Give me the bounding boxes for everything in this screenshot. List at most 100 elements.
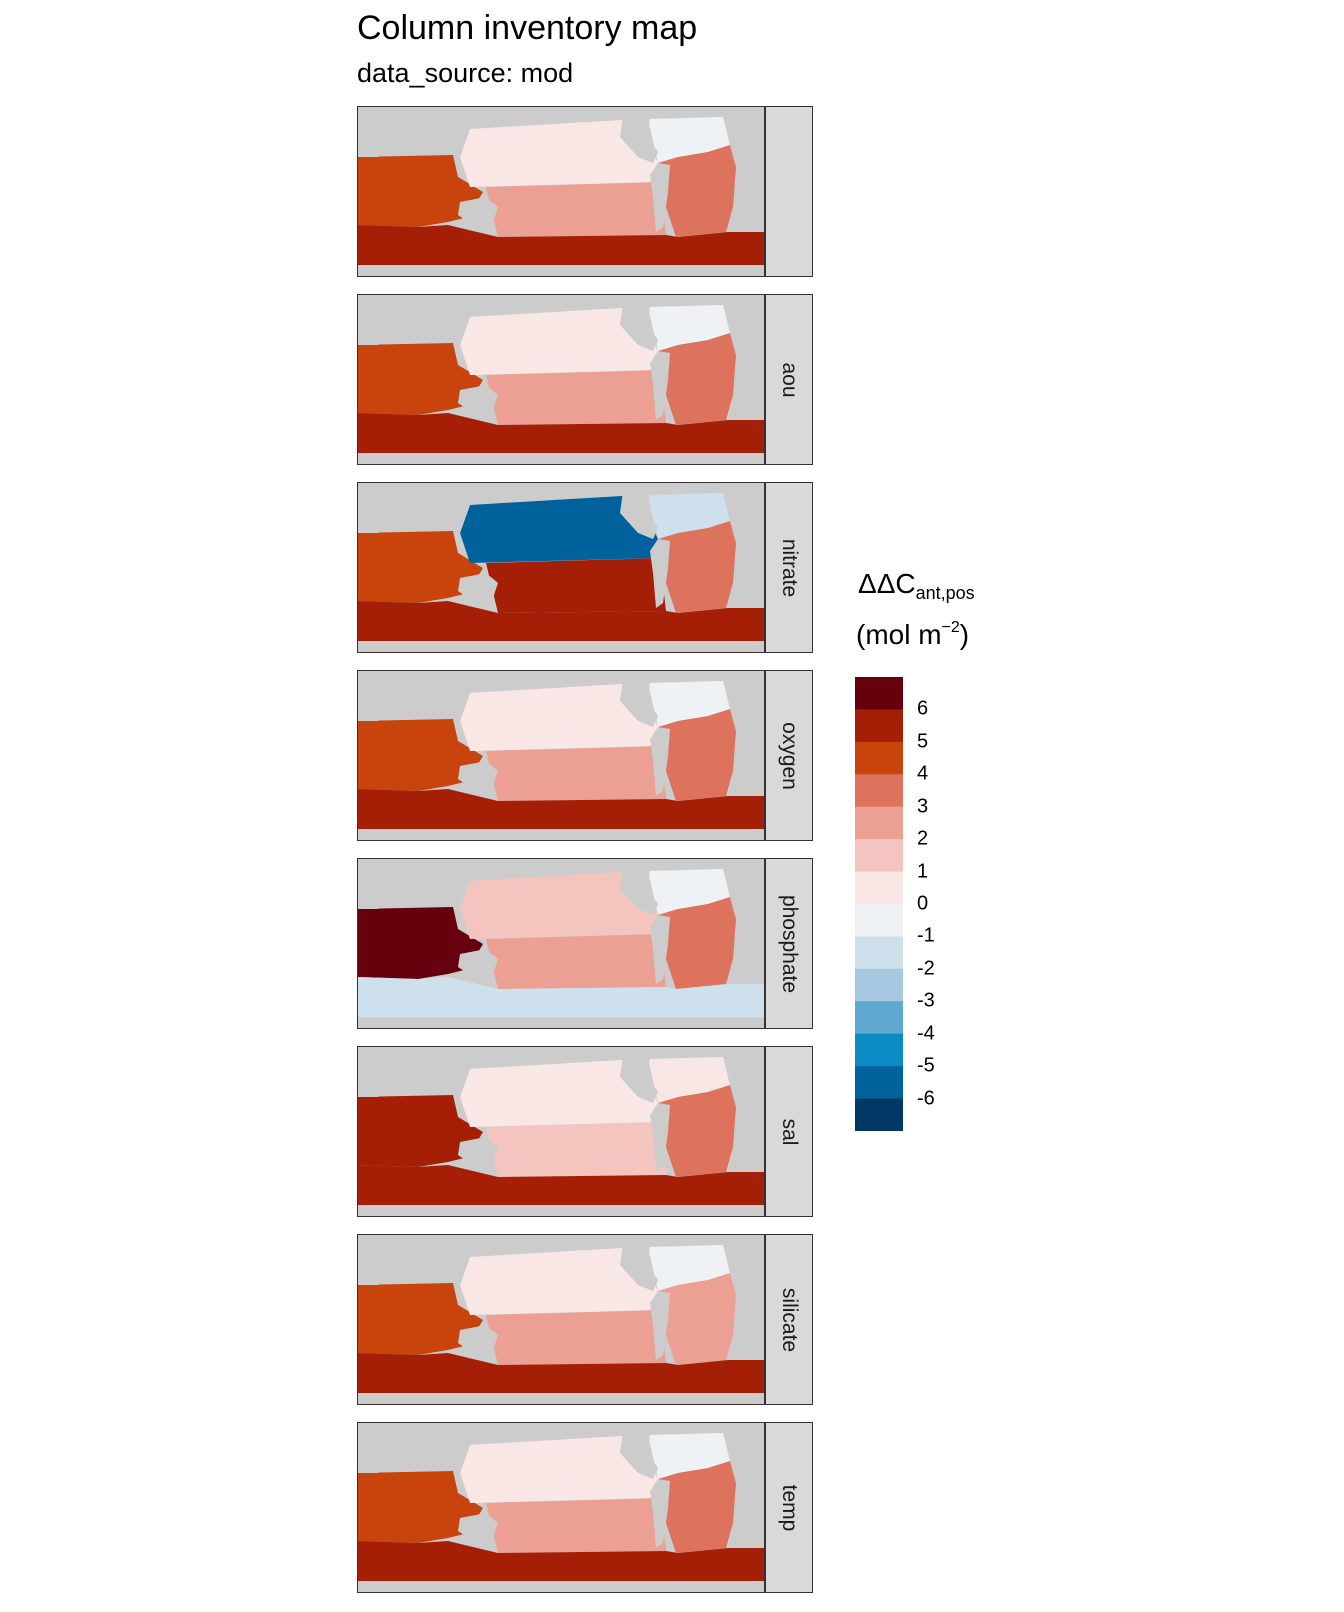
facet-panel: temp — [357, 1422, 813, 1593]
land-antarctica — [358, 643, 764, 652]
legend-swatch — [855, 1098, 903, 1131]
legend-swatch — [855, 1033, 903, 1067]
land-europe-africa — [730, 115, 764, 230]
southern-ocean-region — [358, 601, 764, 641]
atlantic-ocean-region — [658, 1461, 736, 1553]
legend-tick-label: -3 — [917, 989, 935, 1012]
legend-colorbar — [855, 677, 903, 1131]
legend-tick-label: 6 — [917, 697, 929, 720]
land-antarctica — [358, 1019, 764, 1028]
southern-ocean-region — [358, 1541, 764, 1581]
south-pacific-region — [486, 558, 666, 613]
land-antarctica — [358, 1395, 764, 1404]
south-pacific-region — [486, 1498, 666, 1553]
land-north-america — [620, 867, 658, 915]
legend-tick-label: 1 — [917, 860, 929, 883]
southern-ocean-region — [358, 789, 764, 829]
land-australia — [458, 385, 498, 413]
land-asia — [403, 491, 470, 533]
legend-title: ΔΔCant,pos — [858, 568, 975, 603]
land-antarctica — [358, 1207, 764, 1216]
land-europe-africa — [730, 1243, 764, 1358]
facet-panel — [357, 106, 813, 277]
legend-swatch — [855, 677, 903, 710]
atlantic-ocean-region — [658, 897, 736, 989]
land-europe-africa — [730, 303, 764, 418]
facet-strip — [765, 106, 813, 277]
legend-swatch — [855, 968, 903, 1002]
map-svg — [358, 295, 764, 464]
facet-label: temp — [778, 1484, 801, 1531]
facet-label: silicate — [778, 1287, 801, 1352]
land-south-america — [650, 539, 670, 608]
facet-label: sal — [778, 1118, 801, 1145]
land-south-america — [650, 727, 670, 796]
legend-swatch — [855, 871, 903, 905]
legend-swatch — [855, 1001, 903, 1035]
facet-panel: nitrate — [357, 482, 813, 653]
land-north-america — [620, 1431, 658, 1479]
land-asia — [403, 679, 470, 721]
land-europe-africa — [730, 491, 764, 606]
south-pacific-region — [486, 746, 666, 801]
land-asia — [403, 1055, 470, 1097]
north-atlantic-region — [648, 1057, 730, 1103]
map-svg — [358, 1235, 764, 1404]
land-africa — [358, 1055, 403, 1097]
map-svg — [358, 483, 764, 652]
north-atlantic-region — [648, 681, 730, 727]
ocean-map — [357, 1046, 765, 1217]
south-pacific-region — [486, 934, 666, 989]
pacific-ocean-region — [460, 1247, 660, 1315]
land-south-america — [650, 1479, 670, 1548]
facet-strip: temp — [765, 1422, 813, 1593]
atlantic-ocean-region — [658, 521, 736, 613]
land-europe-africa — [730, 679, 764, 794]
map-svg — [358, 1423, 764, 1592]
land-north-america — [620, 679, 658, 727]
southern-ocean-region — [358, 1353, 764, 1393]
land-south-america — [650, 1103, 670, 1172]
atlantic-ocean-region — [658, 709, 736, 801]
indian-ocean-region — [358, 343, 483, 415]
land-antarctica — [358, 831, 764, 840]
legend-tick-label: -4 — [917, 1022, 935, 1045]
land-africa — [358, 303, 403, 345]
chart-title: Column inventory map — [357, 9, 698, 47]
atlantic-ocean-region — [658, 1273, 736, 1365]
chart-subtitle: data_source: mod — [357, 58, 574, 88]
legend-tick-label: 5 — [917, 730, 929, 753]
legend-tick-label: -5 — [917, 1054, 935, 1077]
land-australia — [458, 573, 498, 601]
land-africa — [358, 1243, 403, 1285]
map-svg — [358, 107, 764, 276]
south-pacific-region — [486, 182, 666, 237]
land-north-polar — [358, 859, 764, 867]
legend-swatch — [855, 1066, 903, 1100]
facet-panel: phosphate — [357, 858, 813, 1029]
pacific-ocean-region — [460, 1435, 660, 1503]
facet-strip: aou — [765, 294, 813, 465]
ocean-map — [357, 294, 765, 465]
land-south-america — [650, 915, 670, 984]
legend-swatch — [855, 741, 903, 775]
indian-ocean-region — [358, 907, 483, 979]
southern-ocean-region — [358, 1165, 764, 1205]
land-australia — [458, 1325, 498, 1353]
facet-strip: phosphate — [765, 858, 813, 1029]
land-australia — [458, 197, 498, 225]
land-africa — [358, 679, 403, 721]
facet-strip: silicate — [765, 1234, 813, 1405]
land-antarctica — [358, 1583, 764, 1592]
north-atlantic-region — [648, 117, 730, 163]
land-antarctica — [358, 455, 764, 464]
legend-tick-label: 0 — [917, 892, 929, 915]
land-north-america — [620, 115, 658, 163]
land-europe-africa — [730, 1431, 764, 1546]
land-antarctica — [358, 267, 764, 276]
facet-panel: silicate — [357, 1234, 813, 1405]
land-north-polar — [358, 483, 764, 491]
ocean-map — [357, 1234, 765, 1405]
north-atlantic-region — [648, 1433, 730, 1479]
land-australia — [458, 1513, 498, 1541]
